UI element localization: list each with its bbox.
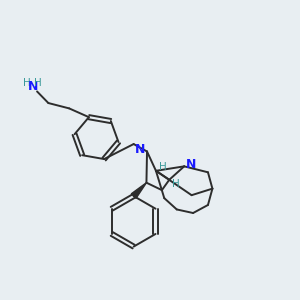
Text: H: H [172,179,180,189]
Text: H: H [159,162,167,172]
Polygon shape [131,183,146,198]
Text: N: N [27,80,38,93]
Text: N: N [135,143,146,157]
Text: H: H [23,77,31,88]
Text: N: N [185,158,196,171]
Text: H: H [34,77,42,88]
